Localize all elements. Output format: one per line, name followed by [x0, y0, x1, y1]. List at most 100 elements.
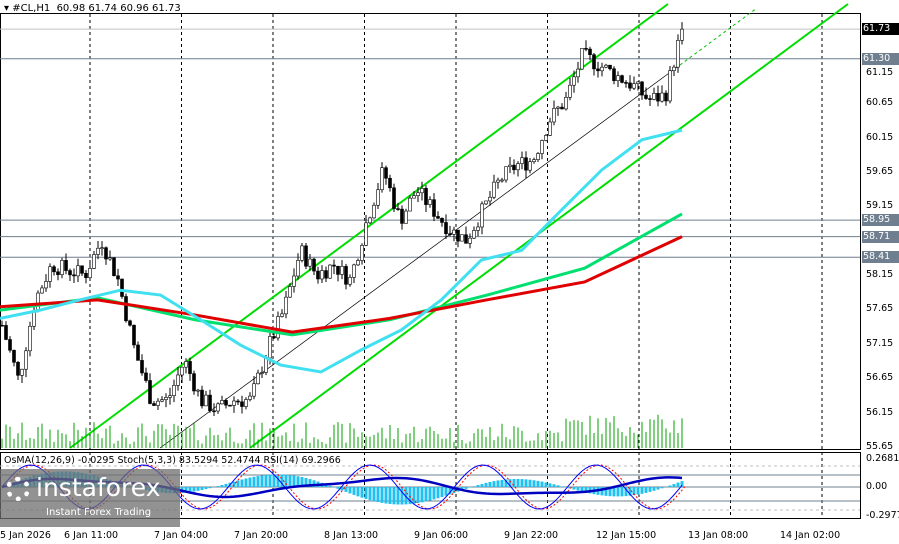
- osma-bar: [516, 478, 520, 487]
- osma-bar: [436, 487, 440, 499]
- candle-body: [16, 362, 20, 376]
- price-label: 61.73: [862, 23, 899, 36]
- low-value: 60.96: [120, 3, 149, 14]
- osma-bar: [584, 487, 588, 493]
- candle-body: [624, 82, 628, 84]
- candle-body: [76, 265, 80, 277]
- candle-body: [520, 157, 524, 164]
- osma-bar: [648, 487, 652, 492]
- candle-body: [368, 217, 372, 224]
- osma-bar: [572, 487, 576, 490]
- candle-body: [364, 222, 368, 246]
- candle-body: [436, 216, 440, 219]
- osma-bar: [240, 479, 244, 487]
- candle-body: [332, 264, 336, 267]
- close-value: 61.73: [152, 3, 181, 14]
- candle-body: [500, 179, 504, 182]
- osma-bar: [276, 474, 280, 487]
- candle-body: [44, 281, 48, 289]
- candle-body: [92, 254, 96, 269]
- osma-bar: [196, 487, 200, 491]
- osma-bar: [336, 487, 340, 489]
- osma-bar: [312, 480, 316, 487]
- price-label: 61.30: [862, 52, 899, 65]
- candle-body: [284, 296, 288, 315]
- osma-bar: [496, 480, 500, 487]
- osma-bar: [524, 479, 528, 487]
- osma-bar: [656, 487, 660, 490]
- candle-body: [676, 40, 680, 68]
- osma-bar: [660, 487, 664, 489]
- time-label: 7 Jan 04:00: [154, 530, 209, 541]
- candle-body: [440, 217, 444, 223]
- candle-body: [392, 187, 396, 209]
- osma-bar: [652, 487, 656, 491]
- candle-body: [252, 383, 256, 397]
- candle-body: [488, 196, 492, 202]
- osma-bar: [352, 487, 356, 495]
- candle-body: [24, 350, 28, 370]
- candle-body: [452, 229, 456, 235]
- osma-bar: [508, 479, 512, 487]
- candle-body: [20, 368, 24, 376]
- logo-tagline: Instant Forex Trading: [46, 507, 152, 518]
- candle-body: [240, 401, 244, 407]
- candle-body: [132, 324, 136, 346]
- osma-bar: [452, 487, 456, 494]
- candle-body: [8, 339, 12, 351]
- candle-body: [188, 361, 192, 374]
- candle-body: [600, 66, 604, 72]
- osma-bar: [252, 476, 256, 487]
- osma-bar: [632, 487, 636, 496]
- osma-bar: [192, 487, 196, 492]
- osma-bar: [280, 474, 284, 487]
- candle-body: [648, 98, 652, 100]
- candle-body: [516, 163, 520, 171]
- osma-bar: [576, 487, 580, 491]
- osma-bar: [464, 487, 468, 489]
- osma-bar: [616, 487, 620, 497]
- candle-body: [56, 271, 60, 275]
- osma-bar: [548, 483, 552, 487]
- candle-body: [472, 230, 476, 239]
- candle-body: [168, 395, 172, 398]
- candle-body: [504, 166, 508, 181]
- time-label: 5 Jan 2026: [0, 530, 51, 541]
- osma-bar: [388, 487, 392, 504]
- candle-body: [144, 372, 148, 381]
- channel-projection: [679, 7, 758, 66]
- candle-body: [328, 264, 332, 279]
- candle-body: [232, 400, 236, 406]
- osma-bar: [224, 483, 228, 487]
- candle-body: [40, 287, 44, 294]
- candle-body: [552, 108, 556, 123]
- osma-bar: [556, 485, 560, 487]
- price-label: 58.41: [862, 251, 899, 264]
- osma-bar: [368, 487, 372, 501]
- candle-body: [484, 200, 488, 205]
- osma-bar: [440, 487, 444, 498]
- candle-body: [300, 245, 304, 261]
- candle-body: [116, 275, 120, 280]
- candle-body: [276, 316, 280, 339]
- osma-bar: [408, 487, 412, 505]
- candle-body: [4, 325, 8, 340]
- time-label: 7 Jan 20:00: [234, 530, 289, 541]
- candle-body: [560, 106, 564, 110]
- osma-bar: [292, 475, 296, 487]
- osma-bar: [412, 487, 416, 504]
- osma-bar: [328, 485, 332, 487]
- osma-bar: [300, 477, 304, 487]
- osma-bar: [232, 481, 236, 487]
- candle-body: [140, 360, 144, 374]
- osma-bar: [356, 487, 360, 497]
- candle-body: [664, 92, 668, 102]
- candle-body: [460, 234, 464, 242]
- osma-bar: [384, 487, 388, 504]
- candle-body: [0, 324, 4, 327]
- candle-body: [604, 64, 608, 68]
- osma-bar: [460, 487, 464, 491]
- candle-body: [324, 270, 328, 279]
- candle-body: [512, 164, 516, 171]
